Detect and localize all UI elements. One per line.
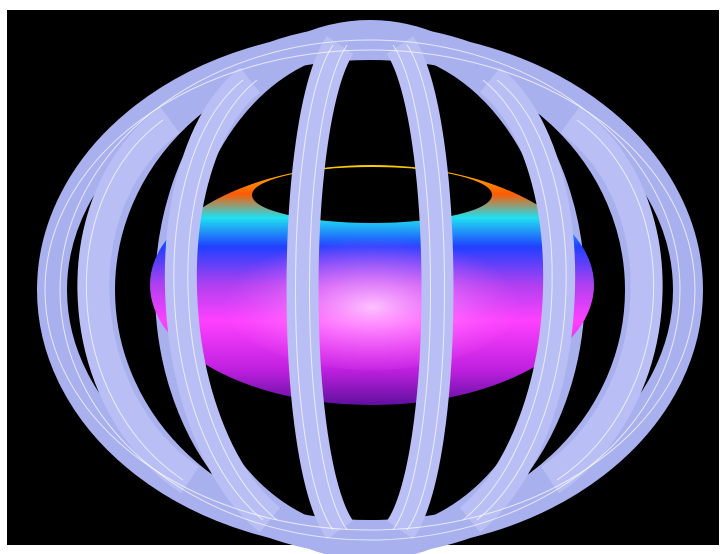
front-coils <box>77 36 663 540</box>
torus-hole <box>252 167 492 223</box>
coil-windings <box>44 39 696 541</box>
plasma-glow <box>222 230 522 370</box>
